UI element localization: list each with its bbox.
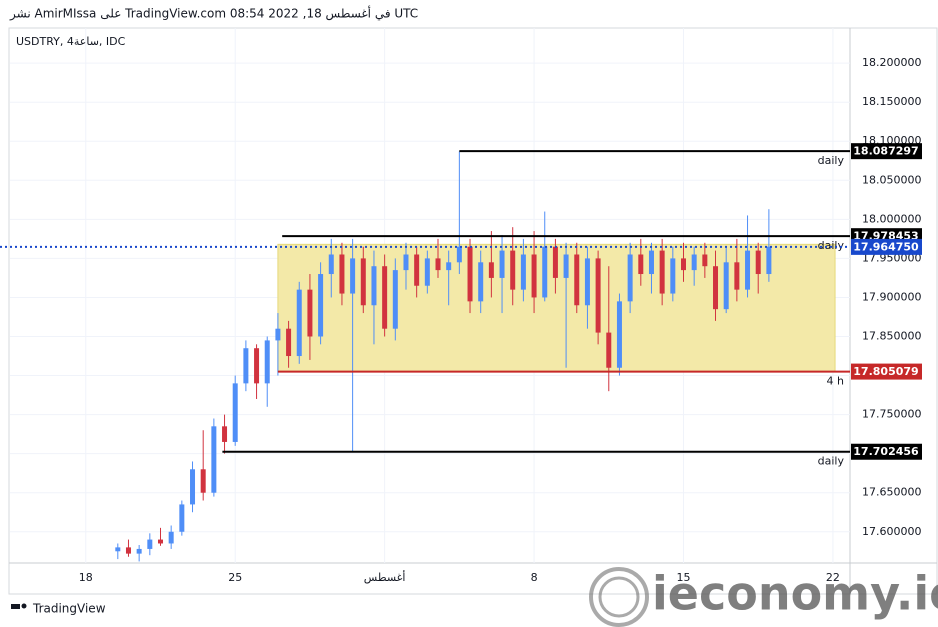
candle-body bbox=[200, 469, 206, 493]
candle-body bbox=[659, 250, 665, 294]
candle-body bbox=[168, 531, 174, 544]
candle-body bbox=[542, 246, 548, 298]
y-tick-label: 17.650000 bbox=[862, 486, 922, 499]
candle-body bbox=[350, 258, 356, 294]
candle-body bbox=[563, 254, 569, 278]
x-tick-label: 18 bbox=[79, 571, 93, 584]
candle-body bbox=[734, 262, 740, 290]
candle-body bbox=[510, 250, 516, 290]
candle-body bbox=[232, 383, 238, 442]
candle-body bbox=[606, 332, 612, 368]
candle-body bbox=[435, 258, 441, 271]
candle-body bbox=[584, 258, 590, 306]
candle-body bbox=[243, 348, 249, 384]
level-note: daily bbox=[818, 239, 845, 252]
y-tick-label: 17.900000 bbox=[862, 290, 922, 303]
watermark-logo bbox=[589, 567, 649, 627]
level-note: daily bbox=[818, 455, 845, 468]
footer-brand: TradingView bbox=[32, 602, 106, 616]
price-tag-label: 17.964750 bbox=[853, 240, 919, 253]
level-note: daily bbox=[818, 154, 845, 167]
candle-body bbox=[552, 246, 558, 278]
candle-body bbox=[755, 250, 761, 275]
candle-body bbox=[702, 254, 708, 267]
candle-body bbox=[531, 254, 537, 298]
price-tag-box bbox=[851, 238, 922, 255]
candle-body bbox=[264, 340, 270, 384]
x-tick-label: 15 bbox=[676, 571, 690, 584]
candle-body bbox=[691, 254, 697, 271]
candle-body bbox=[616, 301, 622, 368]
y-tick-label: 17.600000 bbox=[862, 525, 922, 538]
level-note: 4 h bbox=[827, 375, 844, 388]
y-tick-label: 18.050000 bbox=[862, 173, 922, 186]
candle-body bbox=[296, 289, 302, 357]
footer-logo bbox=[11, 603, 27, 609]
candle-body bbox=[446, 262, 452, 271]
y-tick-label: 18.000000 bbox=[862, 212, 922, 225]
candle-body bbox=[424, 258, 430, 286]
x-tick-label: أغسطس bbox=[364, 570, 406, 584]
price-tag-box bbox=[851, 443, 922, 460]
candle-body bbox=[574, 254, 580, 306]
candle-body bbox=[307, 289, 313, 337]
y-tick-label: 17.850000 bbox=[862, 330, 922, 343]
candle-body bbox=[222, 426, 228, 442]
candle-body bbox=[179, 504, 185, 532]
candle-body bbox=[147, 539, 153, 549]
candle-body bbox=[627, 254, 633, 302]
price-tag-label: 17.805079 bbox=[853, 365, 918, 378]
candle-body bbox=[670, 258, 676, 294]
y-tick-label: 17.750000 bbox=[862, 408, 922, 421]
candle-body bbox=[478, 262, 484, 302]
price-tag-box bbox=[851, 143, 922, 160]
candle-body bbox=[595, 258, 601, 333]
y-tick-label: 18.150000 bbox=[862, 95, 922, 108]
candle-body bbox=[125, 547, 131, 554]
frame bbox=[8, 27, 938, 595]
x-tick-label: 25 bbox=[228, 571, 242, 584]
candle-body bbox=[456, 246, 462, 263]
candle-body bbox=[680, 258, 686, 271]
candle-body bbox=[766, 246, 772, 275]
candle-body bbox=[638, 254, 644, 275]
candle-body bbox=[745, 250, 751, 290]
price-tag-label: 17.702456 bbox=[853, 445, 919, 458]
price-tag-box bbox=[851, 363, 922, 380]
price-tag-label: 18.087297 bbox=[853, 145, 918, 158]
watermark: ieconomy.io bbox=[652, 567, 938, 621]
candle-body bbox=[286, 328, 292, 357]
candle-body bbox=[190, 469, 196, 505]
candle-body bbox=[392, 270, 398, 329]
candle-body bbox=[382, 266, 388, 329]
candle-body bbox=[339, 254, 345, 294]
candle-body bbox=[211, 426, 217, 493]
candle-body bbox=[488, 262, 494, 278]
candle-body bbox=[467, 246, 473, 302]
header: نشر AmirMIssa على TradingView.com في أغس… bbox=[9, 6, 418, 22]
candle-body bbox=[499, 250, 505, 278]
y-tick-label: 18.200000 bbox=[862, 56, 922, 69]
x-tick-label: 22 bbox=[826, 571, 840, 584]
symbol-title: USDTRY, 4ساعة, IDC bbox=[16, 35, 126, 48]
candle-body bbox=[414, 254, 420, 286]
x-tick-label: 8 bbox=[531, 571, 538, 584]
candle-body bbox=[136, 548, 142, 554]
candle-body bbox=[723, 262, 729, 310]
candle-body bbox=[403, 254, 409, 271]
candle-body bbox=[115, 547, 121, 552]
candle-body bbox=[275, 328, 281, 341]
candle-body bbox=[713, 266, 719, 310]
candle-body bbox=[157, 539, 163, 544]
candle-body bbox=[371, 266, 377, 306]
candle-body bbox=[360, 258, 366, 306]
candle-body bbox=[318, 274, 324, 337]
candle-body bbox=[254, 348, 260, 384]
candle-body bbox=[648, 250, 654, 275]
candle-body bbox=[328, 254, 334, 275]
candle-body bbox=[520, 254, 526, 290]
